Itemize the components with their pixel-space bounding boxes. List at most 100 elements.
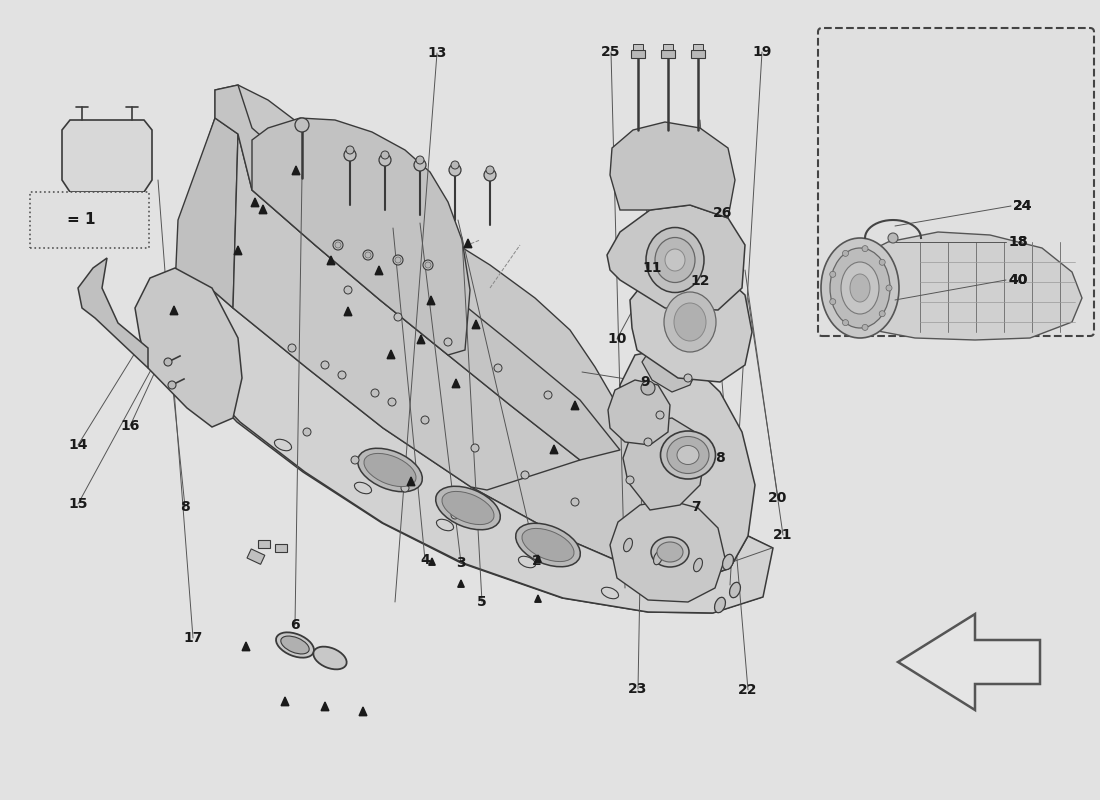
Circle shape — [886, 285, 892, 291]
Polygon shape — [234, 246, 242, 254]
Ellipse shape — [624, 538, 632, 552]
Circle shape — [388, 398, 396, 406]
Ellipse shape — [280, 636, 309, 654]
Text: 26: 26 — [713, 206, 733, 220]
Ellipse shape — [667, 437, 710, 474]
Polygon shape — [78, 258, 148, 368]
Text: 20: 20 — [768, 491, 788, 505]
Circle shape — [626, 476, 634, 484]
Circle shape — [333, 240, 343, 250]
Ellipse shape — [850, 274, 870, 302]
Polygon shape — [214, 85, 752, 582]
Ellipse shape — [442, 491, 494, 525]
Polygon shape — [214, 85, 620, 460]
Ellipse shape — [715, 598, 725, 613]
Circle shape — [402, 484, 409, 492]
Circle shape — [862, 246, 868, 252]
Polygon shape — [62, 120, 152, 192]
Polygon shape — [630, 265, 752, 382]
Circle shape — [338, 371, 346, 379]
Text: = 1: = 1 — [67, 213, 96, 227]
Circle shape — [164, 358, 172, 366]
Text: 7: 7 — [691, 500, 701, 514]
Circle shape — [288, 344, 296, 352]
Ellipse shape — [729, 582, 740, 598]
Polygon shape — [260, 205, 267, 214]
Circle shape — [302, 428, 311, 436]
Circle shape — [425, 262, 431, 268]
Ellipse shape — [666, 249, 685, 271]
Polygon shape — [623, 418, 705, 510]
Polygon shape — [898, 614, 1040, 710]
Circle shape — [829, 271, 836, 278]
Bar — [248, 549, 265, 564]
Ellipse shape — [358, 448, 422, 492]
Text: 17: 17 — [184, 631, 202, 645]
Ellipse shape — [830, 248, 890, 328]
Circle shape — [381, 151, 389, 159]
Polygon shape — [51, 214, 58, 222]
Ellipse shape — [674, 303, 706, 341]
Circle shape — [416, 156, 424, 164]
FancyBboxPatch shape — [30, 192, 148, 248]
Polygon shape — [282, 697, 289, 706]
Ellipse shape — [657, 542, 683, 562]
Polygon shape — [610, 500, 725, 602]
Ellipse shape — [651, 537, 689, 567]
Ellipse shape — [693, 558, 703, 572]
Ellipse shape — [276, 632, 314, 658]
Circle shape — [424, 260, 433, 270]
Circle shape — [486, 166, 494, 174]
Text: 15: 15 — [68, 497, 88, 511]
Ellipse shape — [314, 646, 346, 670]
Circle shape — [451, 511, 459, 519]
Polygon shape — [607, 205, 745, 310]
Text: 4: 4 — [420, 553, 430, 567]
Polygon shape — [165, 288, 773, 613]
Circle shape — [395, 257, 402, 263]
Ellipse shape — [842, 262, 879, 314]
Bar — [663, 44, 673, 50]
Circle shape — [684, 374, 692, 382]
Polygon shape — [252, 118, 470, 355]
Bar — [661, 50, 675, 58]
Ellipse shape — [646, 227, 704, 293]
Text: 5: 5 — [477, 595, 487, 609]
Polygon shape — [375, 266, 383, 274]
Ellipse shape — [516, 523, 581, 566]
Bar — [693, 44, 703, 50]
Circle shape — [344, 286, 352, 294]
Text: 6: 6 — [290, 618, 300, 632]
Bar — [632, 44, 644, 50]
Polygon shape — [233, 134, 580, 490]
Polygon shape — [452, 379, 460, 388]
Circle shape — [888, 233, 898, 243]
Ellipse shape — [364, 454, 416, 486]
Circle shape — [641, 381, 654, 395]
Circle shape — [393, 255, 403, 265]
Circle shape — [862, 324, 868, 330]
Polygon shape — [535, 555, 541, 562]
Ellipse shape — [664, 292, 716, 352]
Polygon shape — [830, 232, 1082, 340]
Circle shape — [394, 313, 402, 321]
Circle shape — [444, 338, 452, 346]
Circle shape — [321, 361, 329, 369]
Polygon shape — [327, 256, 334, 265]
FancyBboxPatch shape — [818, 28, 1094, 336]
Polygon shape — [464, 239, 472, 248]
Ellipse shape — [821, 238, 899, 338]
Text: 25: 25 — [602, 45, 620, 59]
Polygon shape — [427, 296, 434, 305]
Ellipse shape — [522, 529, 574, 562]
Circle shape — [451, 161, 459, 169]
Text: 24: 24 — [1013, 199, 1033, 213]
Polygon shape — [608, 380, 670, 445]
Polygon shape — [242, 642, 250, 650]
Circle shape — [656, 411, 664, 419]
Polygon shape — [620, 350, 755, 582]
Polygon shape — [175, 118, 238, 308]
Circle shape — [843, 250, 848, 256]
Polygon shape — [535, 595, 541, 602]
Text: 14: 14 — [68, 438, 88, 452]
